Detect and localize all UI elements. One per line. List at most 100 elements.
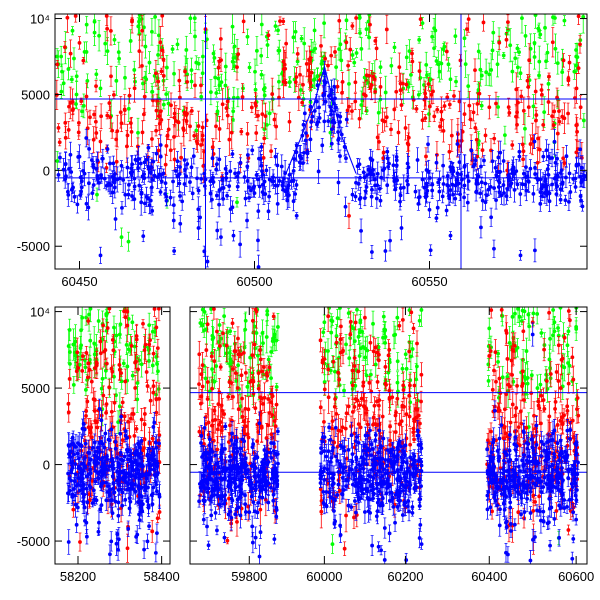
x-tick-label: 58200 [60, 569, 96, 584]
data-point [538, 195, 543, 212]
data-point [147, 312, 152, 338]
data-point [354, 502, 359, 528]
series-1 [55, 14, 584, 229]
data-point [98, 130, 103, 153]
data-point [230, 14, 235, 44]
data-point [178, 215, 183, 233]
data-point [445, 176, 450, 194]
data-point [261, 142, 266, 173]
data-point [357, 193, 362, 206]
data-point [210, 149, 215, 168]
data-point [280, 179, 285, 192]
data-point [146, 194, 150, 204]
data-point [220, 88, 225, 121]
data-point [363, 500, 367, 524]
data-point [392, 42, 397, 53]
data-point [120, 201, 124, 215]
data-point [551, 14, 555, 26]
data-point [146, 156, 151, 178]
data-point [259, 47, 264, 64]
data-point [501, 52, 506, 59]
data-point [576, 14, 581, 25]
data-point [190, 186, 195, 201]
data-point [88, 307, 93, 323]
data-point [114, 148, 119, 175]
data-point [448, 231, 453, 241]
data-point [273, 20, 278, 32]
data-point [520, 178, 525, 190]
data-point [87, 172, 91, 195]
data-point [128, 168, 133, 177]
data-point [76, 124, 81, 140]
data-point [199, 92, 204, 102]
data-point [94, 80, 98, 93]
data-point [194, 55, 199, 70]
data-point [537, 45, 542, 78]
data-point [142, 193, 147, 213]
data-point [356, 328, 361, 345]
data-point [496, 356, 500, 368]
data-point [84, 529, 89, 545]
data-point [415, 330, 419, 357]
data-point [154, 400, 159, 425]
data-point [555, 434, 560, 452]
data-point [265, 308, 270, 321]
data-point [63, 41, 67, 53]
data-point [327, 422, 332, 432]
data-point [265, 110, 269, 140]
data-point [528, 506, 533, 520]
data-point [178, 160, 182, 174]
data-point [400, 363, 405, 374]
data-point [573, 181, 578, 193]
data-point [420, 171, 425, 188]
data-point [247, 193, 251, 203]
data-point [77, 36, 82, 50]
data-point [535, 374, 540, 402]
data-point [560, 176, 565, 192]
data-point [574, 320, 579, 334]
data-point [543, 170, 548, 192]
data-point [129, 155, 134, 181]
data-point [398, 192, 402, 211]
data-point [123, 182, 128, 207]
data-point [278, 16, 282, 26]
data-point [160, 14, 165, 27]
data-point [388, 230, 392, 252]
data-point [581, 113, 586, 128]
data-point [140, 15, 145, 47]
data-point [498, 505, 502, 514]
data-point [562, 15, 567, 27]
data-point [523, 25, 528, 47]
data-point [139, 189, 144, 216]
data-point [98, 329, 103, 354]
data-point [473, 58, 477, 82]
data-point [524, 337, 529, 365]
data-point [570, 346, 575, 368]
data-point [384, 14, 389, 45]
data-point [424, 183, 429, 204]
data-point [566, 102, 570, 125]
data-point [432, 39, 436, 58]
data-point [230, 200, 235, 214]
data-point [291, 173, 296, 188]
data-point [217, 191, 221, 218]
data-point [399, 215, 404, 241]
data-point [247, 62, 252, 73]
data-point [126, 179, 131, 190]
x-tick-label: 60600 [558, 569, 594, 584]
data-point [484, 58, 489, 86]
data-point [279, 154, 284, 179]
data-point [554, 364, 559, 380]
data-point [144, 360, 149, 383]
data-point [409, 307, 414, 323]
data-point [126, 307, 131, 336]
data-point [239, 368, 244, 382]
data-point [231, 384, 235, 410]
data-point [506, 97, 511, 117]
data-point [426, 159, 431, 185]
series-0 [66, 307, 579, 554]
data-point [200, 307, 205, 317]
data-point [65, 183, 70, 200]
data-point [428, 67, 433, 92]
data-point [550, 177, 554, 192]
